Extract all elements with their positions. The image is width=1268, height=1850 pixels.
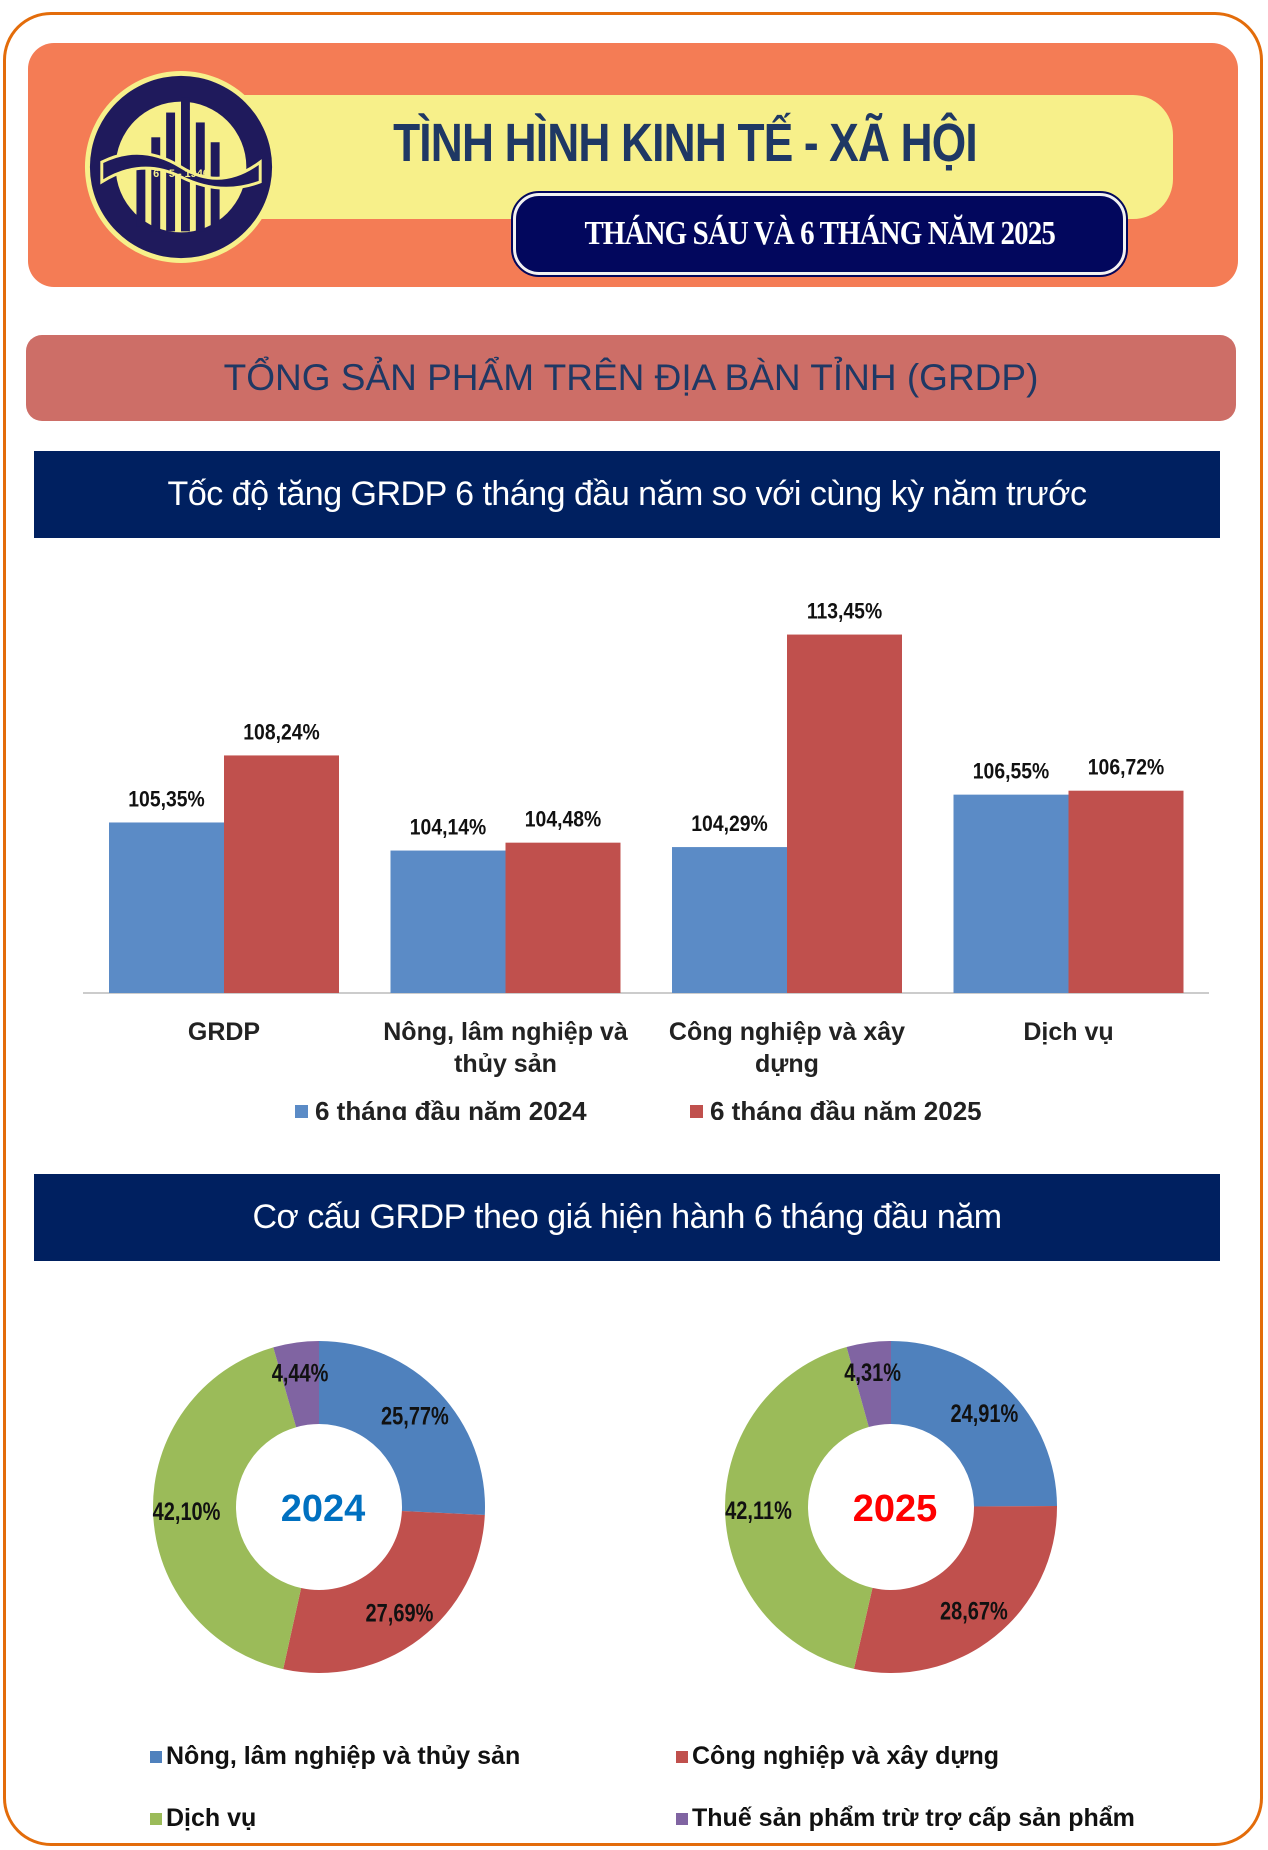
donut-slice [319, 1341, 485, 1516]
bar-2025 [787, 634, 902, 993]
data-label: 108,24% [243, 720, 319, 744]
data-label: 104,29% [691, 812, 767, 836]
legend-label: Công nghiệp và xây dựng [692, 1742, 1000, 1770]
bar-2025 [505, 842, 621, 993]
donut-year-label: 2024 [281, 1488, 366, 1530]
slice-label: 27,69% [366, 1599, 434, 1627]
legend-taxes: Thuế sản phẩm trừ trợ cấp sản phẩm [676, 1804, 1135, 1833]
legend-swatch [295, 1105, 308, 1118]
data-label: 104,14% [410, 815, 486, 839]
bar-2024 [953, 794, 1069, 993]
slice-label: 4,44% [272, 1359, 329, 1387]
category-label: Công nghiệp và xây [669, 1018, 905, 1046]
legend-label: Dịch vụ [166, 1804, 257, 1832]
legend-label: Thuế sản phẩm trừ trợ cấp sản phẩm [692, 1804, 1135, 1832]
donut-year-label: 2025 [853, 1488, 938, 1530]
donut-slice [725, 1347, 873, 1669]
grdp-structure-donut-charts: 25,77% 27,69% 42,10% 4,44% 2024 24,91% 28,67% 4… [153, 1341, 1057, 1673]
donut-slice [153, 1347, 302, 1670]
slice-label: 24,91% [951, 1400, 1019, 1428]
data-label: 105,35% [128, 787, 204, 811]
svg-text:6 - 5 - 1946: 6 - 5 - 1946 [153, 168, 209, 180]
legend-services: Dịch vụ [150, 1804, 256, 1833]
slice-label: 28,67% [940, 1597, 1008, 1625]
category-label: Dịch vụ [1023, 1018, 1113, 1046]
page-frame [3, 12, 1263, 1846]
donut-slice [853, 1506, 1057, 1673]
legend-swatch [676, 1812, 688, 1825]
data-label: 104,48% [525, 808, 601, 832]
donut-slice [273, 1341, 319, 1428]
grdp-growth-bar-chart: 105,35% 108,24% GRDP 104,14% 104,48% Nông, lâ… [83, 599, 1209, 1120]
legend-swatch [690, 1105, 703, 1118]
donut-slice [891, 1341, 1057, 1507]
data-label: 106,72% [1088, 756, 1164, 780]
data-label: 106,55% [973, 760, 1049, 784]
legend-swatch [676, 1750, 688, 1763]
category-label: thủy sản [454, 1050, 557, 1078]
slice-label: 42,11% [725, 1497, 792, 1525]
category-label: dựng [755, 1050, 819, 1078]
legend-agriculture: Nông, lâm nghiệp và thủy sản [150, 1742, 520, 1771]
donut-slice [846, 1341, 891, 1428]
legend-label: 6 tháng đầu năm 2025 [710, 1096, 982, 1120]
section-growth-title: Tốc độ tăng GRDP 6 tháng đầu năm so với … [34, 451, 1220, 538]
bar-2024 [390, 850, 506, 993]
data-label: 113,45% [807, 599, 882, 623]
statistics-logo-icon: 6 - 5 - 1946 [84, 70, 278, 264]
page-title: TÌNH HÌNH KINH TẾ - XÃ HỘI [393, 113, 978, 173]
bar-2025 [1068, 790, 1184, 993]
slice-label: 4,31% [844, 1359, 901, 1387]
legend-label: Nông, lâm nghiệp và thủy sản [166, 1742, 521, 1770]
slice-label: 42,10% [153, 1498, 221, 1526]
donut-slice [283, 1511, 485, 1673]
bar-2024 [672, 847, 787, 993]
bar-2025 [224, 755, 339, 993]
subtitle: THÁNG SÁU VÀ 6 THÁNG NĂM 2025 [584, 215, 1055, 252]
grdp-banner: TỔNG SẢN PHẨM TRÊN ĐỊA BÀN TỈNH (GRDP) [26, 335, 1236, 421]
subtitle-pill: THÁNG SÁU VÀ 6 THÁNG NĂM 2025 [511, 191, 1128, 277]
legend-industry: Công nghiệp và xây dựng [676, 1742, 999, 1771]
legend-label: 6 tháng đầu năm 2024 [315, 1096, 587, 1120]
bar-2024 [109, 822, 224, 993]
category-label: GRDP [188, 1018, 260, 1046]
slice-label: 25,77% [381, 1403, 449, 1431]
category-label: Nông, lâm nghiệp và [383, 1018, 628, 1046]
section-structure-title: Cơ cấu GRDP theo giá hiện hành 6 tháng đ… [34, 1174, 1220, 1261]
legend-swatch [150, 1750, 162, 1763]
legend-swatch [150, 1812, 162, 1825]
